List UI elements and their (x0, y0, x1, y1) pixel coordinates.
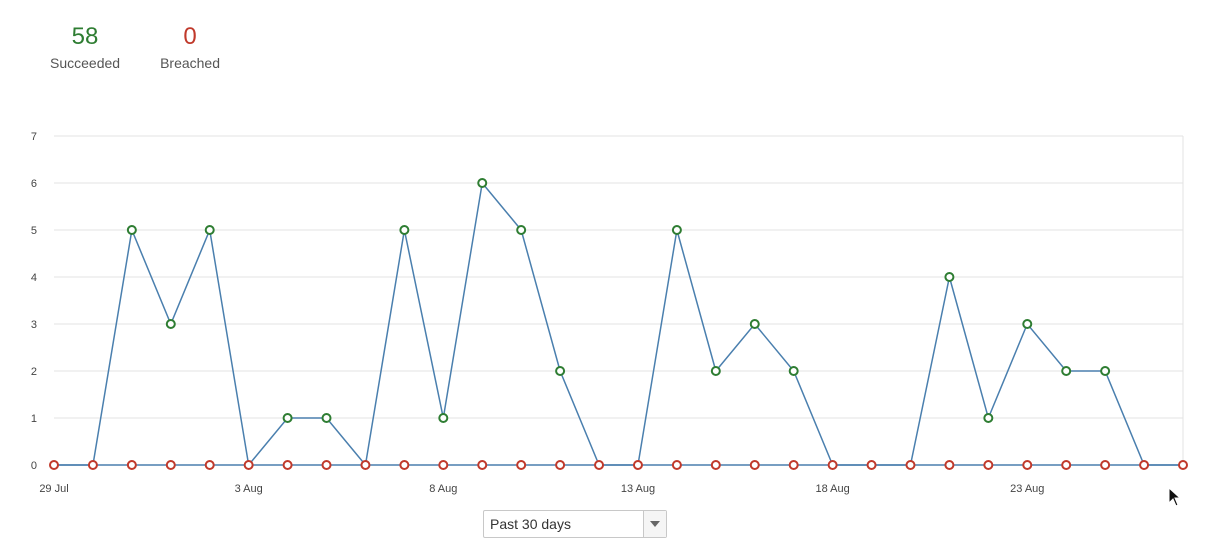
breached-label: Breached (160, 55, 220, 71)
y-tick-label: 3 (31, 319, 37, 331)
breached-data-point (126, 460, 137, 470)
succeeded-data-point (438, 413, 449, 423)
breached-data-point (1061, 460, 1072, 470)
sla-line-chart: 0 1 2 3 4 5 6 7 29 Jul 3 Aug 8 Aug 13 Aug 18 Aug 23 A… (31, 131, 1188, 495)
succeeded-data-point (282, 413, 293, 423)
y-tick-label: 4 (31, 272, 37, 284)
breached-data-point (710, 460, 721, 470)
y-tick-label: 7 (31, 131, 37, 143)
breached-data-point (671, 460, 682, 470)
breached-data-point (165, 460, 176, 470)
breached-data-point (1178, 460, 1188, 470)
succeeded-data-point (1061, 366, 1072, 376)
y-tick-label: 0 (31, 460, 37, 472)
x-tick-label: 29 Jul (39, 483, 68, 495)
y-tick-label: 1 (31, 413, 37, 425)
succeeded-data-point (671, 225, 682, 235)
caret-down-icon[interactable] (643, 511, 666, 537)
y-tick-label: 6 (31, 178, 37, 190)
date-range-select[interactable]: Past 30 days (483, 510, 667, 538)
succeeded-series-line (54, 181, 1183, 467)
y-tick-label: 2 (31, 366, 37, 378)
breached-data-point (749, 460, 760, 470)
breached-data-point (1139, 460, 1150, 470)
x-tick-label: 3 Aug (235, 483, 263, 495)
breached-data-point (788, 460, 799, 470)
breached-data-point (87, 460, 98, 470)
succeeded-data-point (321, 413, 332, 423)
breached-data-point (204, 460, 215, 470)
x-tick-label: 8 Aug (429, 483, 457, 495)
succeeded-data-point (204, 225, 215, 235)
succeeded-label: Succeeded (50, 55, 121, 71)
succeeded-stat: 58 Succeeded (50, 22, 120, 71)
breached-data-point (438, 460, 449, 470)
chart-axes: 0 1 2 3 4 5 6 7 29 Jul 3 Aug 8 Aug 13 Aug 18 Aug 23 A… (31, 131, 1045, 495)
succeeded-data-point (1022, 319, 1033, 329)
breached-data-point (827, 460, 838, 470)
breached-data-point (399, 460, 410, 470)
breached-data-point (360, 460, 371, 470)
succeeded-data-point (555, 366, 566, 376)
succeeded-data-point (944, 272, 955, 282)
breached-data-point (555, 460, 566, 470)
summary-stats: 58 Succeeded 0 Breached (50, 22, 220, 71)
date-range-selected-value: Past 30 days (490, 516, 571, 532)
breached-data-point (49, 460, 59, 470)
chart-grid (54, 135, 1184, 466)
breached-data-point (594, 460, 605, 470)
succeeded-data-point (788, 366, 799, 376)
y-tick-label: 5 (31, 225, 37, 237)
succeeded-data-point (710, 366, 721, 376)
succeeded-data-point (165, 319, 176, 329)
breached-count: 0 (183, 23, 197, 50)
breached-stat: 0 Breached (160, 22, 220, 71)
breached-data-point (282, 460, 293, 470)
breached-data-point (632, 460, 643, 470)
breached-data-point (1022, 460, 1033, 470)
x-tick-label: 13 Aug (621, 483, 655, 495)
succeeded-data-point (983, 413, 994, 423)
x-tick-label: 23 Aug (1010, 483, 1044, 495)
succeeded-data-point (1100, 366, 1111, 376)
mouse-cursor-icon (1168, 487, 1182, 507)
breached-data-point (1100, 460, 1111, 470)
breached-data-point (944, 460, 955, 470)
breached-data-point (243, 460, 254, 470)
breached-data-point (321, 460, 332, 470)
x-tick-label: 18 Aug (815, 483, 849, 495)
succeeded-data-point (516, 225, 527, 235)
breached-data-point (866, 460, 877, 470)
succeeded-data-point (477, 178, 488, 188)
succeeded-count: 58 (71, 23, 99, 50)
succeeded-data-point (126, 225, 137, 235)
breached-data-point (477, 460, 488, 470)
succeeded-data-point (749, 319, 760, 329)
breached-data-point (983, 460, 994, 470)
succeeded-data-point (399, 225, 410, 235)
chart-lines (54, 181, 1183, 467)
breached-data-point (516, 460, 527, 470)
chart-points (49, 178, 1188, 470)
breached-data-point (905, 460, 916, 470)
